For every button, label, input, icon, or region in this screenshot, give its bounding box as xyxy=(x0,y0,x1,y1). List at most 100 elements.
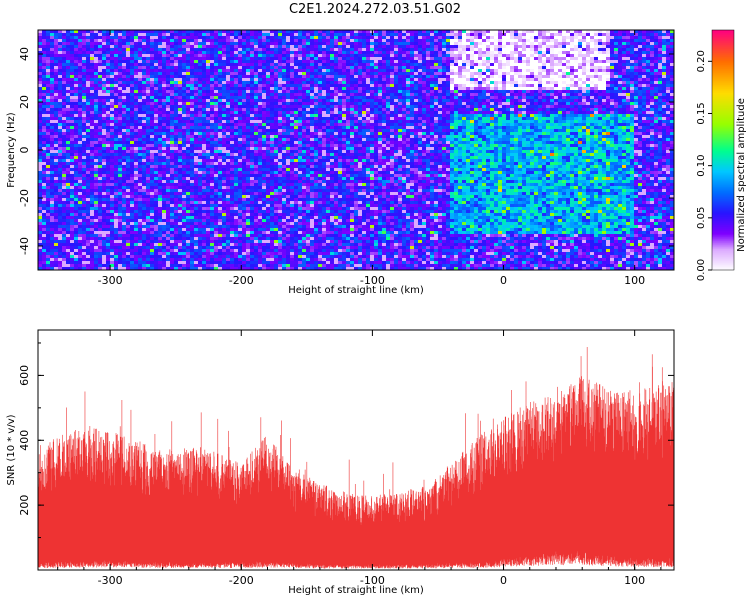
heatmap-cell xyxy=(538,93,542,96)
heatmap-cell xyxy=(562,108,566,111)
heatmap-cell xyxy=(134,72,138,75)
heatmap-cell xyxy=(390,105,394,108)
heatmap-cell xyxy=(394,45,398,48)
heatmap-cell xyxy=(358,117,362,120)
heatmap-cell xyxy=(346,102,350,105)
heatmap-cell xyxy=(558,102,562,105)
heatmap-cell xyxy=(602,87,606,90)
heatmap-cell xyxy=(334,102,338,105)
heatmap-cell xyxy=(218,99,222,102)
heatmap-cell xyxy=(302,63,306,66)
heatmap-cell xyxy=(42,120,46,123)
heatmap-cell xyxy=(78,102,82,105)
heatmap-cell xyxy=(502,42,506,45)
heatmap-cell xyxy=(650,57,654,60)
heatmap-cell xyxy=(258,69,262,72)
heatmap-cell xyxy=(162,105,166,108)
heatmap-cell xyxy=(574,102,578,105)
heatmap-cell xyxy=(470,90,474,93)
heatmap-cell xyxy=(290,105,294,108)
heatmap-cell xyxy=(494,117,498,120)
heatmap-cell xyxy=(594,42,598,45)
heatmap-cell xyxy=(370,75,374,78)
heatmap-cell xyxy=(138,39,142,42)
heatmap-cell xyxy=(422,57,426,60)
heatmap-cell xyxy=(290,111,294,114)
heatmap-cell xyxy=(414,33,418,36)
heatmap-cell xyxy=(478,81,482,84)
heatmap-cell xyxy=(50,87,54,90)
heatmap-cell xyxy=(466,108,470,111)
heatmap-cell xyxy=(558,78,562,81)
heatmap-cell xyxy=(474,120,478,123)
heatmap-cell xyxy=(414,75,418,78)
heatmap-cell xyxy=(522,39,526,42)
heatmap-cell xyxy=(230,120,234,123)
heatmap-cell xyxy=(150,87,154,90)
heatmap-cell xyxy=(366,39,370,42)
heatmap-cell xyxy=(98,123,102,126)
heatmap-cell xyxy=(394,84,398,87)
heatmap-cell xyxy=(342,60,346,63)
heatmap-cell xyxy=(202,117,206,120)
heatmap-cell xyxy=(454,99,458,102)
heatmap-cell xyxy=(438,42,442,45)
heatmap-cell xyxy=(58,48,62,51)
heatmap-cell xyxy=(186,51,190,54)
heatmap-cell xyxy=(418,93,422,96)
heatmap-cell xyxy=(86,48,90,51)
heatmap-cell xyxy=(98,111,102,114)
heatmap-cell xyxy=(150,99,154,102)
heatmap-cell xyxy=(90,42,94,45)
heatmap-cell xyxy=(382,48,386,51)
heatmap-cell xyxy=(518,87,522,90)
heatmap-cell xyxy=(666,93,670,96)
heatmap-cell xyxy=(162,33,166,36)
heatmap-cell xyxy=(398,120,402,123)
heatmap-cell xyxy=(210,93,214,96)
heatmap-cell xyxy=(558,84,562,87)
heatmap-cell xyxy=(222,60,226,63)
heatmap-cell xyxy=(490,69,494,72)
heatmap-cell xyxy=(558,42,562,45)
heatmap-cell xyxy=(242,120,246,123)
heatmap-cell xyxy=(614,96,618,99)
heatmap-cell xyxy=(214,102,218,105)
heatmap-cell xyxy=(38,69,42,72)
heatmap-cell xyxy=(510,66,514,69)
heatmap-cell xyxy=(38,66,42,69)
heatmap-cell xyxy=(266,117,270,120)
heatmap-cell xyxy=(86,84,90,87)
heatmap-cell xyxy=(534,36,538,39)
heatmap-cell xyxy=(162,57,166,60)
heatmap-cell xyxy=(542,60,546,63)
heatmap-cell xyxy=(574,39,578,42)
heatmap-cell xyxy=(218,123,222,126)
heatmap-cell xyxy=(366,72,370,75)
heatmap-cell xyxy=(194,87,198,90)
heatmap-cell xyxy=(218,51,222,54)
heatmap-cell xyxy=(250,87,254,90)
heatmap-cell xyxy=(594,39,598,42)
heatmap-cell xyxy=(530,105,534,108)
heatmap-cell xyxy=(90,84,94,87)
heatmap-cell xyxy=(74,69,78,72)
heatmap-cell xyxy=(314,120,318,123)
heatmap-cell xyxy=(362,87,366,90)
heatmap-cell xyxy=(330,117,334,120)
heatmap-cell xyxy=(550,96,554,99)
heatmap-cell xyxy=(534,54,538,57)
heatmap-cell xyxy=(66,96,70,99)
heatmap-cell xyxy=(438,72,442,75)
heatmap-cell xyxy=(266,78,270,81)
heatmap-cell xyxy=(610,51,614,54)
heatmap-cell xyxy=(582,66,586,69)
heatmap-cell xyxy=(554,102,558,105)
heatmap-cell xyxy=(106,96,110,99)
heatmap-cell xyxy=(94,48,98,51)
heatmap-cell xyxy=(106,75,110,78)
heatmap-cell xyxy=(310,72,314,75)
heatmap-cell xyxy=(662,93,666,96)
heatmap-cell xyxy=(398,69,402,72)
